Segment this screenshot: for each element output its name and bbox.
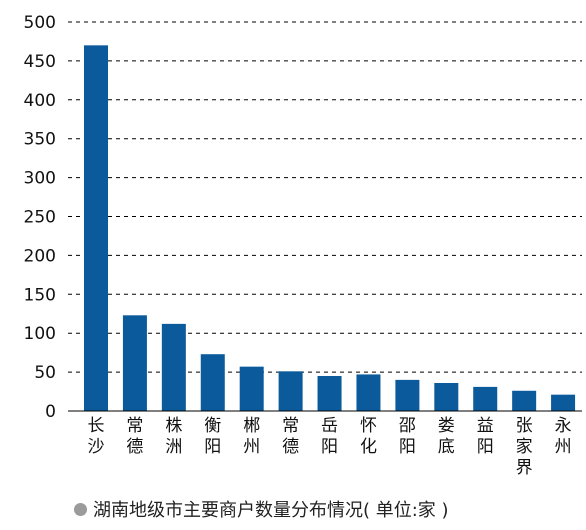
caption-text: 湖南地级市主要商户数量分布情况( 单位:家 ) xyxy=(93,500,449,521)
y-tick-label: 50 xyxy=(34,363,56,383)
bar-chart: 050100150200250300350400450500长沙常德株洲衡阳郴州… xyxy=(24,13,582,478)
y-tick-label: 300 xyxy=(24,169,56,189)
x-tick-label: 娄底 xyxy=(438,416,455,457)
x-tick-label: 长沙 xyxy=(88,416,105,457)
bar xyxy=(84,45,108,412)
bar xyxy=(551,394,576,411)
bar xyxy=(356,374,381,411)
x-tick-label: 常德 xyxy=(282,416,299,457)
y-tick-label: 0 xyxy=(45,402,56,422)
bar xyxy=(200,354,225,411)
y-tick-label: 150 xyxy=(24,285,56,305)
bar xyxy=(122,315,147,411)
bar xyxy=(434,382,459,411)
x-tick-label: 邵阳 xyxy=(399,416,416,457)
chart-caption: 湖南地级市主要商户数量分布情况( 单位:家 ) xyxy=(74,494,449,524)
x-tick-label: 张家界 xyxy=(516,416,533,478)
bar xyxy=(473,386,498,411)
x-tick-label: 怀化 xyxy=(360,416,377,457)
x-tick-label: 永州 xyxy=(555,416,572,457)
bar xyxy=(278,371,303,411)
bar xyxy=(161,323,186,411)
bar xyxy=(395,379,420,411)
x-tick-label: 郴州 xyxy=(243,416,260,457)
y-tick-label: 100 xyxy=(24,324,56,344)
y-tick-label: 350 xyxy=(24,130,56,150)
x-tick-label: 衡阳 xyxy=(204,416,221,457)
x-tick-label: 岳阳 xyxy=(321,416,338,457)
caption-bullet-icon xyxy=(74,502,87,516)
x-tick-label: 益阳 xyxy=(477,416,494,457)
bar xyxy=(317,375,342,411)
x-tick-label: 株洲 xyxy=(165,416,182,457)
x-tick-label: 常德 xyxy=(126,416,143,457)
bar xyxy=(239,366,264,411)
y-tick-label: 500 xyxy=(24,13,56,33)
y-tick-label: 450 xyxy=(24,52,56,72)
y-tick-label: 400 xyxy=(24,91,56,111)
y-tick-label: 250 xyxy=(24,208,56,228)
y-tick-label: 200 xyxy=(24,246,56,266)
bar xyxy=(512,390,537,411)
